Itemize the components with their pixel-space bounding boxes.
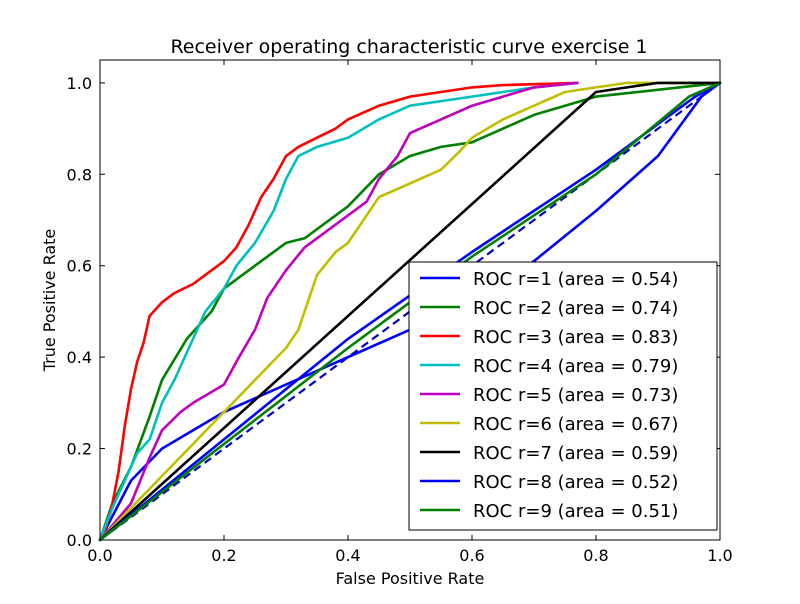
series-line-2 bbox=[98, 81, 722, 542]
series-line-3 bbox=[98, 81, 579, 542]
series-line-7 bbox=[98, 81, 722, 542]
x-tick-label-0: 0.0 bbox=[87, 546, 112, 565]
y-tick-label-1: 0.2 bbox=[67, 440, 92, 459]
reference-diagonal-line bbox=[99, 82, 721, 541]
x-axis-label: False Positive Rate bbox=[336, 569, 485, 588]
x-tick-label-1: 0.2 bbox=[211, 546, 236, 565]
y-tick-label-3: 0.6 bbox=[67, 257, 92, 276]
legend-frame bbox=[408, 261, 718, 531]
y-tick-label-0: 0.0 bbox=[67, 531, 92, 550]
plot-area: 0.0 0.2 0.4 0.6 0.8 1.0 0.0 0.2 0.4 0.6 0.8 1.0 bbox=[67, 59, 733, 565]
legend-label-1: ROC r=1 (area = 0.54) bbox=[473, 269, 678, 290]
axes-frame bbox=[99, 59, 721, 541]
legend: ROC r=1 (area = 0.54) ROC r=2 (area = 0.7… bbox=[408, 261, 718, 531]
legend-label-3: ROC r=3 (area = 0.83) bbox=[473, 327, 678, 348]
legend-label-8: ROC r=8 (area = 0.52) bbox=[473, 472, 678, 493]
x-tick-label-4: 0.8 bbox=[583, 546, 608, 565]
legend-label-5: ROC r=5 (area = 0.73) bbox=[473, 385, 678, 406]
y-tick-label-2: 0.4 bbox=[67, 348, 92, 367]
chart-title: Receiver operating characteristic curve … bbox=[170, 36, 647, 58]
x-tick-label-3: 0.6 bbox=[459, 546, 484, 565]
legend-items: ROC r=1 (area = 0.54) ROC r=2 (area = 0.7… bbox=[420, 269, 678, 522]
legend-label-2: ROC r=2 (area = 0.74) bbox=[473, 298, 678, 319]
series-line-9 bbox=[98, 81, 722, 542]
y-tick-label-4: 0.8 bbox=[67, 165, 92, 184]
y-axis-label: True Positive Rate bbox=[40, 229, 59, 373]
x-tick-label-5: 1.0 bbox=[707, 546, 732, 565]
legend-label-6: ROC r=6 (area = 0.67) bbox=[473, 414, 678, 435]
series-line-5 bbox=[98, 81, 579, 542]
legend-label-7: ROC r=7 (area = 0.59) bbox=[473, 443, 678, 464]
series-line-6 bbox=[98, 81, 722, 542]
y-tick-label-5: 1.0 bbox=[67, 74, 92, 93]
series-line-4 bbox=[98, 81, 579, 542]
series-line-8 bbox=[98, 81, 722, 542]
tick-layer: 0.0 0.2 0.4 0.6 0.8 1.0 0.0 0.2 0.4 0.6 0.8 1.0 bbox=[67, 60, 733, 565]
series-layer bbox=[98, 81, 722, 542]
x-tick-label-2: 0.4 bbox=[335, 546, 360, 565]
legend-label-4: ROC r=4 (area = 0.79) bbox=[473, 356, 678, 377]
legend-label-9: ROC r=9 (area = 0.51) bbox=[473, 501, 678, 522]
